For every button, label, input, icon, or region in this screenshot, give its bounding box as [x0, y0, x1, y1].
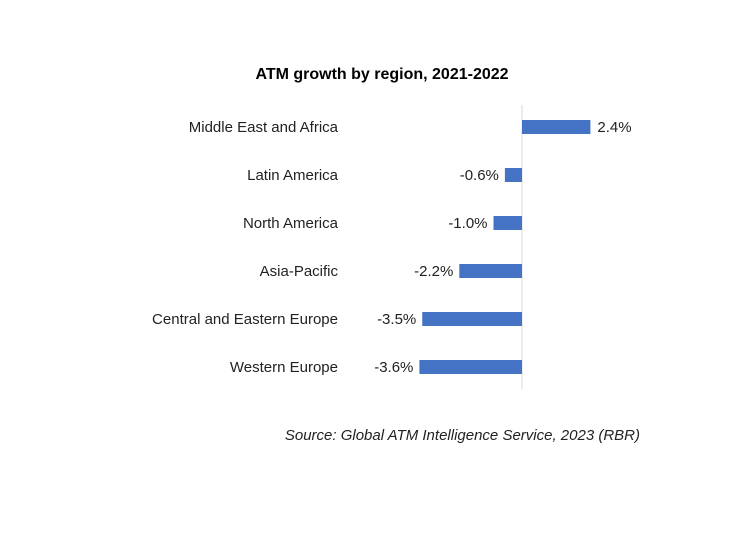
category-label: North America: [243, 215, 339, 232]
data-label: -2.2%: [414, 263, 453, 280]
bar: [459, 264, 522, 278]
source-note: Source: Global ATM Intelligence Service,…: [285, 427, 640, 444]
data-label: -0.6%: [460, 167, 499, 184]
chart-title: ATM growth by region, 2021-2022: [255, 66, 508, 83]
data-label: -3.5%: [377, 311, 416, 328]
bar: [504, 168, 522, 182]
category-label: Central and Eastern Europe: [152, 311, 338, 328]
plot-area: Middle East and Africa 2.4% Latin America -…: [152, 105, 632, 389]
data-label: -3.6%: [374, 359, 413, 376]
data-label: -1.0%: [448, 215, 487, 232]
category-label: Latin America: [247, 167, 339, 184]
data-label: 2.4%: [597, 119, 631, 136]
bar: [493, 216, 522, 230]
bar: [422, 312, 522, 326]
bar: [419, 360, 522, 374]
category-label: Western Europe: [230, 359, 338, 376]
category-label: Middle East and Africa: [189, 119, 339, 136]
category-label: Asia-Pacific: [260, 263, 339, 280]
bar: [522, 120, 591, 134]
